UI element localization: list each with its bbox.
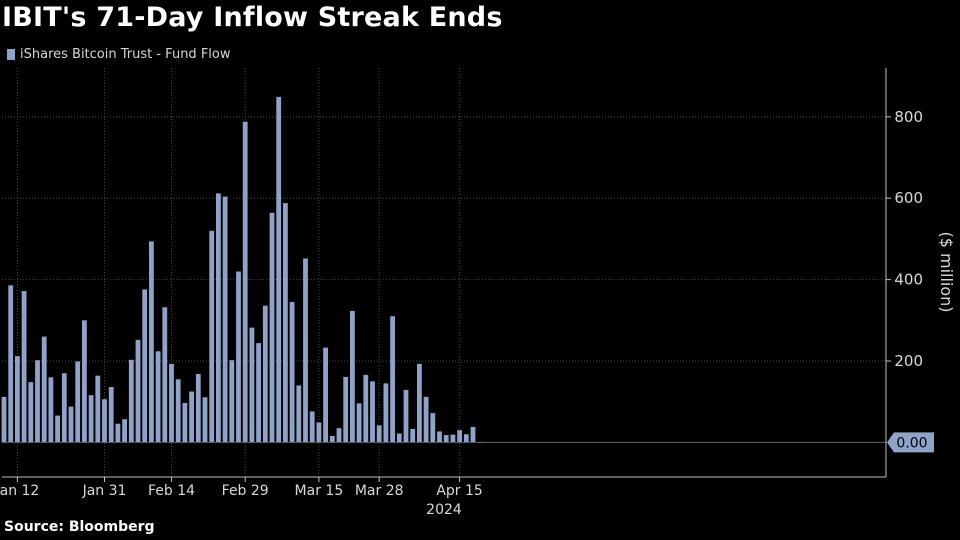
bar [102,399,107,443]
y-axis-label: ($ million) [937,231,956,312]
bar [128,359,134,443]
y-tick-label: 200 [894,352,923,370]
bar [35,360,40,443]
bar [195,374,201,443]
bar [149,241,154,443]
bar [175,379,181,443]
bar [108,387,114,443]
chart-title: IBIT's 71-Day Inflow Streak Ends [2,2,503,33]
bar [463,434,469,443]
bar [61,373,67,443]
legend: iShares Bitcoin Trust - Fund Flow [7,47,231,62]
bar [269,212,275,443]
legend-label: iShares Bitcoin Trust - Fund Flow [20,47,231,62]
bar [41,336,47,443]
bar [363,374,369,443]
x-tick-label: Mar 28 [355,483,404,499]
bar [155,351,161,443]
bar [8,285,14,443]
bar [390,316,395,443]
bar [336,428,342,443]
bar [423,396,429,443]
bar [55,415,60,443]
bar [470,426,476,443]
bar [262,305,268,443]
bar [68,406,74,443]
bar [249,327,255,443]
y-tick-label: 800 [894,108,923,126]
bar [142,289,148,443]
bar [370,381,375,443]
bar [202,397,208,443]
bar [350,310,355,443]
x-axis-label: 2024 [426,502,462,518]
y-tick-label: 400 [894,271,923,289]
bar [356,403,362,443]
bar [383,383,389,443]
bar [216,193,221,443]
bar [316,422,322,443]
bar [88,395,94,443]
x-tick-label: Feb 29 [222,483,269,499]
bar [417,363,422,443]
x-tick-label: Mar 15 [295,483,344,499]
bar [209,230,215,443]
x-tick-label: Jan 12 [0,483,39,499]
bar [48,377,54,443]
bar [135,339,141,443]
x-tick-label: Jan 31 [82,483,127,499]
bar [437,431,442,443]
bar [376,425,382,443]
legend-swatch [7,49,15,60]
x-tick-label: Feb 14 [148,483,195,499]
bar [21,291,27,443]
source-note: Source: Bloomberg [4,519,155,535]
bar [28,382,34,443]
bar [329,435,335,443]
y-tick-label: 600 [894,189,923,207]
bar [276,96,282,443]
bar [323,347,328,443]
last-value-label: 0.00 [896,435,927,451]
bar [343,376,349,443]
bar [309,411,315,443]
bar [410,428,416,443]
last-value-box [887,432,934,453]
bar [450,434,456,443]
bar [443,435,449,443]
bar [303,258,308,443]
bar [122,419,127,443]
bar [115,423,121,443]
x-tick-label: Apr 15 [436,483,482,499]
bar [256,343,261,443]
bar [430,413,436,443]
bar [75,361,81,443]
bar [182,402,188,443]
bar [236,271,241,443]
bar [289,302,295,443]
bar [283,203,288,443]
bar [169,363,174,443]
bar [162,307,168,443]
bar [95,375,101,443]
bar [403,389,409,443]
bar [242,121,248,443]
bar [15,356,20,443]
bar [189,391,194,443]
bar [222,196,228,443]
bar [229,360,235,443]
bar [457,430,462,443]
bar [82,320,87,443]
bar [1,396,7,443]
bar [396,433,402,443]
bar [296,385,302,443]
